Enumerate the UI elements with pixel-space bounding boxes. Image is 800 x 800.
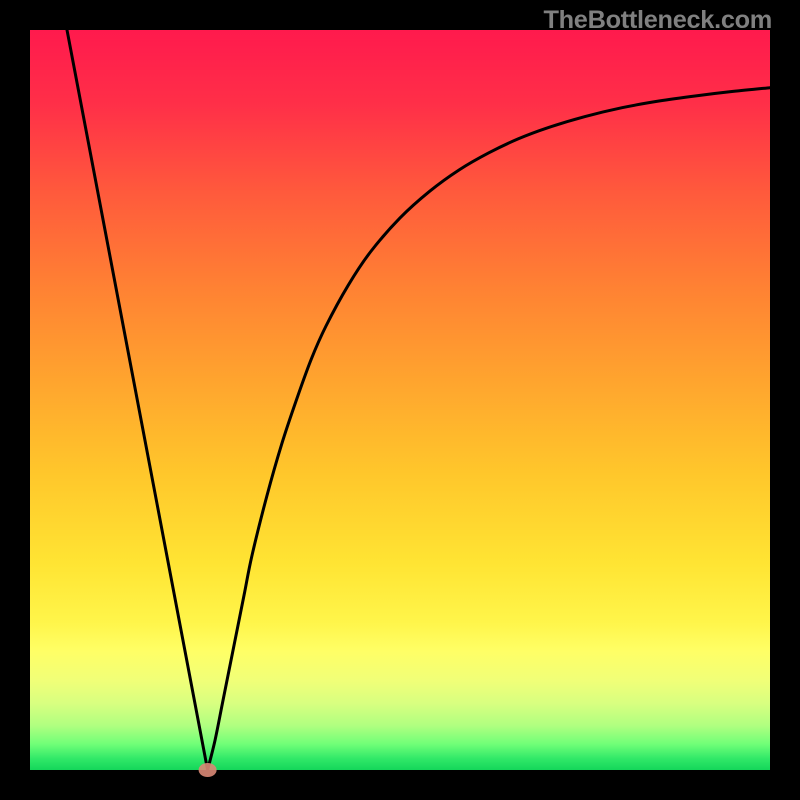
minimum-marker (199, 763, 217, 777)
plot-background (30, 30, 770, 770)
plot-svg (0, 0, 800, 800)
watermark-text: TheBottleneck.com (543, 6, 772, 35)
